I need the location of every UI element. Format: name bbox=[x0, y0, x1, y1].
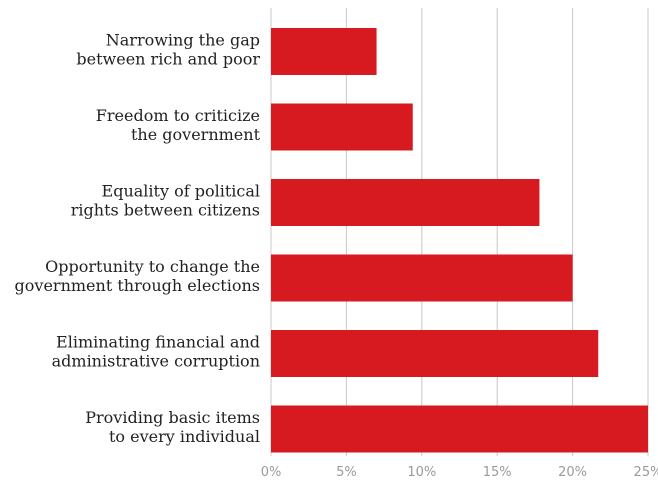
x-axis-tick-labels: 0% 5% 10% 15% 20% 25% bbox=[261, 465, 658, 480]
bars bbox=[271, 28, 648, 453]
category-label-line: administrative corruption bbox=[52, 352, 260, 371]
category-label-line: Narrowing the gap bbox=[106, 31, 260, 50]
category-label-line: Freedom to criticize bbox=[96, 106, 260, 125]
category-label-line: government through elections bbox=[15, 276, 260, 295]
x-tick-label: 25% bbox=[634, 465, 658, 480]
gridlines bbox=[270, 8, 649, 456]
category-label: Providing basic items to every individual bbox=[85, 408, 260, 446]
category-label: Eliminating financial and administrative … bbox=[52, 333, 260, 371]
bar bbox=[271, 103, 413, 151]
bar bbox=[271, 405, 648, 453]
category-label-line: Equality of political bbox=[102, 182, 260, 201]
bar bbox=[271, 179, 540, 226]
category-label: Opportunity to change the government thro… bbox=[15, 257, 260, 295]
bar bbox=[271, 28, 377, 75]
category-label-line: to every individual bbox=[109, 427, 260, 446]
x-tick-label: 20% bbox=[558, 465, 587, 480]
category-label: Freedom to criticize the government bbox=[96, 106, 261, 144]
bar bbox=[271, 330, 599, 377]
bar bbox=[271, 254, 573, 302]
category-label: Equality of political rights between citi… bbox=[71, 182, 260, 220]
category-label-line: rights between citizens bbox=[71, 201, 260, 220]
category-label-line: Opportunity to change the bbox=[45, 257, 260, 276]
x-tick-label: 0% bbox=[261, 465, 282, 480]
category-labels: Narrowing the gap between rich and poor Fr… bbox=[15, 31, 261, 447]
x-tick-label: 5% bbox=[336, 465, 357, 480]
category-label-line: the government bbox=[131, 125, 261, 144]
category-label: Narrowing the gap between rich and poor bbox=[76, 31, 260, 69]
x-tick-label: 15% bbox=[483, 465, 512, 480]
x-tick-label: 10% bbox=[407, 465, 436, 480]
category-label-line: Providing basic items bbox=[85, 408, 260, 427]
category-label-line: Eliminating financial and bbox=[56, 333, 260, 352]
category-label-line: between rich and poor bbox=[76, 50, 260, 69]
